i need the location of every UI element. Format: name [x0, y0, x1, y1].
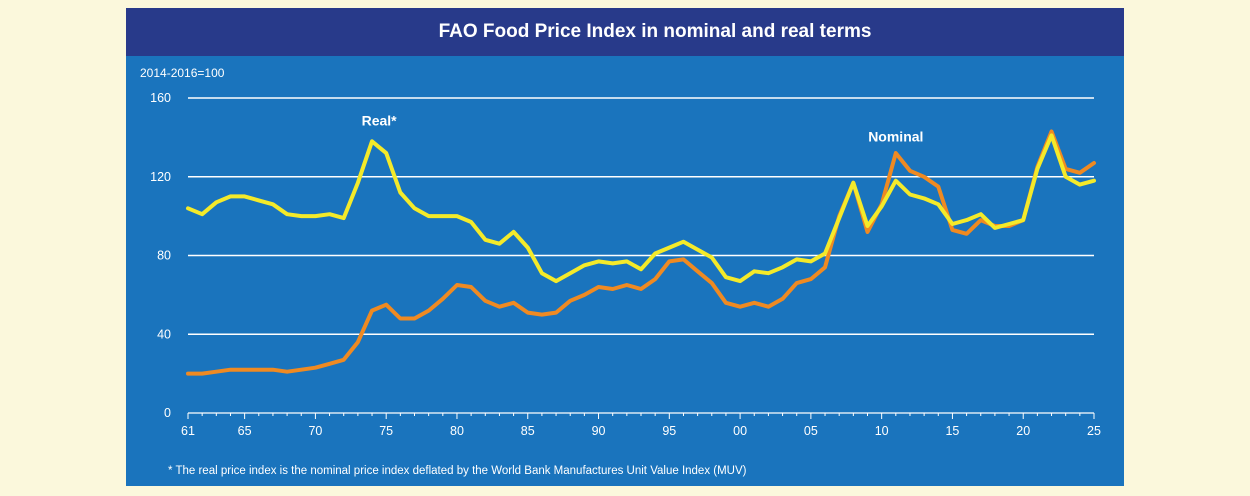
x-tick-label-85: 85: [521, 424, 535, 438]
x-tick-label-95: 95: [662, 424, 676, 438]
chart-plot: 2014-2016=100 0 40 80 120 160 61 65 70 75 80 85 90…: [140, 66, 1101, 477]
grid: [187, 97, 1095, 419]
chart-title: FAO Food Price Index in nominal and real…: [438, 21, 872, 42]
y-tick-label-160: 160: [150, 91, 171, 105]
x-tick-label-75: 75: [379, 424, 393, 438]
x-tick-label-65: 65: [238, 424, 252, 438]
y-axis-unit-label: 2014-2016=100: [140, 66, 225, 80]
x-tick-labels: 61 65 70 75 80 85 90 95 00 05 10 15 20 25: [181, 424, 1101, 438]
y-tick-label-0: 0: [164, 406, 171, 420]
x-tick-label-05: 05: [804, 424, 818, 438]
y-tick-labels: 0 40 80 120 160: [150, 91, 171, 420]
x-tick-label-00: 00: [733, 424, 747, 438]
series-layer: [186, 129, 1096, 376]
annotation-real: Real*: [362, 113, 398, 129]
x-tick-label-10: 10: [875, 424, 889, 438]
x-tick-label-25: 25: [1087, 424, 1101, 438]
series-line-real: [186, 133, 1096, 284]
x-tick-label-61: 61: [181, 424, 195, 438]
y-tick-label-80: 80: [157, 249, 171, 263]
chart-panel: FAO Food Price Index in nominal and real…: [126, 8, 1124, 486]
y-tick-label-120: 120: [150, 170, 171, 184]
y-tick-label-40: 40: [157, 327, 171, 341]
x-tick-label-90: 90: [592, 424, 606, 438]
annotation-nominal: Nominal: [868, 128, 923, 144]
footnote: * The real price index is the nominal pr…: [168, 465, 747, 477]
x-tick-label-70: 70: [308, 424, 322, 438]
x-tick-label-15: 15: [945, 424, 959, 438]
title-bar: FAO Food Price Index in nominal and real…: [126, 8, 1124, 56]
x-tick-label-20: 20: [1016, 424, 1030, 438]
x-tick-label-80: 80: [450, 424, 464, 438]
annotation-layer: Real* Nominal: [362, 113, 924, 145]
series-line-nominal: [186, 129, 1096, 376]
